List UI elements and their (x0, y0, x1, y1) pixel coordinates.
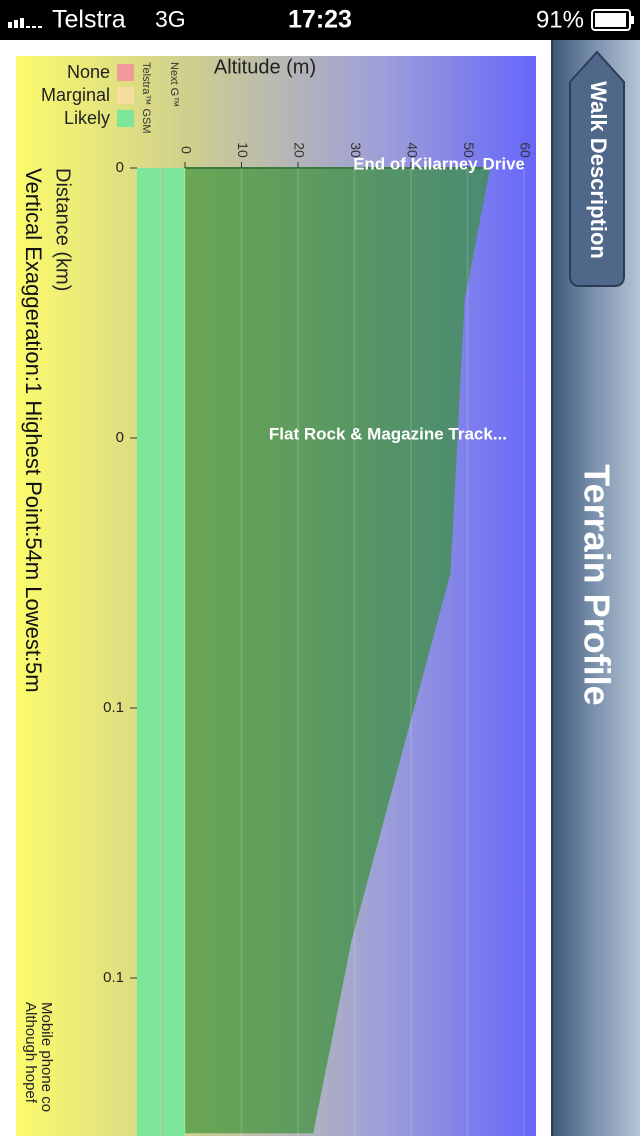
battery-text: 91% (536, 6, 584, 33)
y-tick-label: 30 (348, 142, 364, 158)
network: 3G (155, 6, 186, 32)
y-tick-label: 10 (235, 142, 251, 158)
coverage-label: Next G™ (168, 62, 180, 107)
coverage-label: Telstra™ GSM (140, 62, 152, 134)
legend-swatch (117, 87, 134, 104)
y-tick-label: 50 (461, 142, 477, 158)
x-tick-label: 0 (116, 159, 124, 176)
x-tick-label: 0.1 (103, 699, 124, 716)
terrain-area (185, 168, 491, 1134)
y-tick-label: 60 (517, 142, 533, 158)
annotation: End of Kilarney Drive (353, 154, 525, 173)
button-label[interactable]: Walk Description (586, 81, 611, 259)
legend-label: Likely (64, 108, 110, 128)
walk-description-button[interactable]: Walk Description (569, 50, 625, 287)
coverage-gsm (137, 168, 163, 1136)
nav-title: Terrain Profile (576, 464, 617, 705)
x-tick-label: 0 (116, 429, 124, 446)
time: 17:23 (288, 6, 352, 34)
footer-text: Mobile phone co (38, 1002, 55, 1112)
note: Vertical Exaggeration:1 Highest Point:54… (21, 168, 46, 693)
x-tick-label: 0.1 (103, 969, 124, 986)
status-bar (0, 0, 640, 40)
y-tick-label: 20 (291, 142, 307, 158)
y-tick-label: 0 (178, 146, 194, 154)
x-axis-label: Distance (km) (52, 168, 74, 291)
annotation: Flat Rock & Magazine Track... (269, 424, 507, 443)
legend-swatch (117, 110, 134, 127)
plot: Telstra™ GSM Next G™ 0 10 20 30 40 50 60 Altitude… (21, 56, 533, 1136)
carrier: Telstra (52, 6, 126, 34)
y-tick-label: 40 (404, 142, 420, 158)
battery-icon (591, 9, 634, 31)
legend-label: Marginal (41, 85, 110, 105)
legend-swatch (117, 64, 134, 81)
signal (8, 18, 42, 28)
coverage-nextg (163, 168, 185, 1136)
y-axis-label: Altitude (m) (214, 56, 316, 78)
footer-text: Although hopef (22, 1002, 39, 1104)
legend-label: None (67, 62, 110, 82)
